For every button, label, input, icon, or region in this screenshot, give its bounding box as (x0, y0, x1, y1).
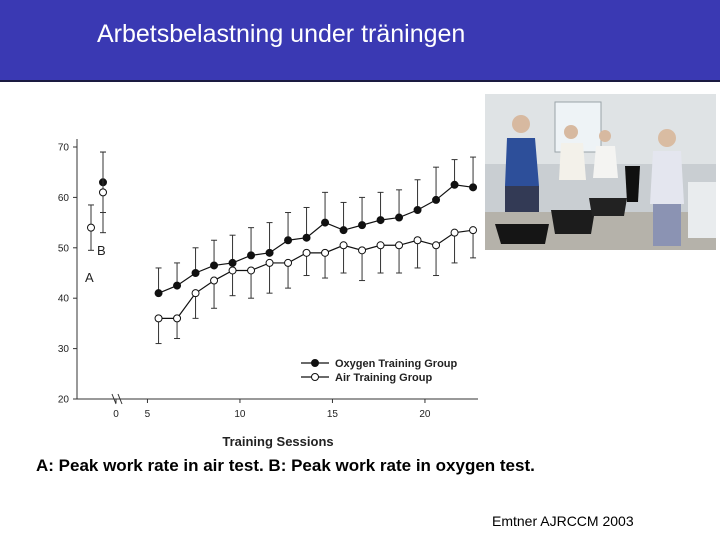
air-data-point (339, 241, 348, 250)
air-data-point (210, 276, 219, 285)
oxygen-data-point (191, 269, 200, 277)
exercise-photo (485, 94, 716, 250)
oxygen-data-point (173, 281, 182, 290)
oxygen-data-point (395, 213, 404, 222)
y-tick-label: 40 (58, 294, 70, 305)
oxygen-data-point (302, 233, 311, 242)
oxygen-data-point (339, 226, 348, 235)
oxygen-data-point (228, 258, 237, 267)
oxygen-data-point (450, 180, 459, 189)
oxygen-data-point (432, 195, 441, 204)
air-data-point (247, 266, 256, 275)
source-citation: Emtner AJRCCM 2003 (492, 513, 634, 529)
oxygen-data-point (469, 183, 478, 192)
axis-break-mark (117, 393, 123, 405)
oxygen-data-point (247, 251, 256, 260)
x-tick-label: 20 (419, 409, 431, 420)
x-tick-label: 15 (327, 409, 339, 420)
point-label-a: A (85, 270, 94, 285)
axis-break-mark (111, 393, 117, 405)
air-data-point (358, 246, 367, 255)
y-tick-label: 70 (58, 143, 70, 154)
x-tick-label: 10 (234, 409, 246, 420)
air-data-point (450, 228, 459, 237)
air-data-point (173, 314, 182, 323)
oxygen-data-point (321, 218, 330, 227)
legend-label: Oxygen Training Group (335, 358, 458, 370)
air-data-point (413, 236, 422, 245)
series-line (158, 229, 474, 319)
y-tick-label: 60 (58, 193, 70, 204)
x-tick-label: 5 (145, 409, 151, 420)
baseline-point (99, 188, 107, 197)
air-data-point (395, 241, 404, 250)
oxygen-data-point (154, 289, 163, 298)
oxygen-data-point (210, 261, 219, 270)
legend-marker (311, 373, 319, 381)
baseline-point (87, 223, 95, 232)
legend-label: Air Training Group (335, 372, 432, 384)
series-line (158, 184, 474, 294)
y-tick-label: 20 (58, 395, 70, 406)
figure-caption: A: Peak work rate in air test. B: Peak w… (36, 456, 535, 475)
y-tick-label: 50 (58, 243, 70, 254)
air-data-point (265, 258, 274, 267)
air-data-point (228, 266, 237, 275)
legend-marker (311, 359, 319, 367)
air-data-point (376, 241, 385, 250)
air-data-point (469, 226, 478, 235)
oxygen-data-point (358, 221, 367, 230)
peak-work-rate-chart: 20 30 40 50 60 70 0 5 10 15 20 Training Sessions AB O… (58, 139, 478, 449)
point-label-b: B (97, 243, 106, 258)
x-axis-label: Training Sessions (222, 434, 333, 449)
oxygen-data-point (413, 206, 422, 214)
air-data-point (191, 289, 200, 298)
air-data-point (321, 248, 330, 257)
slide-title: Arbetsbelastning under träningen (97, 20, 466, 48)
oxygen-data-point (284, 236, 293, 245)
x-tick-label: 0 (113, 409, 119, 420)
air-data-point (302, 248, 311, 257)
air-data-point (284, 258, 293, 267)
oxygen-data-point (376, 216, 385, 225)
y-tick-label: 30 (58, 344, 70, 355)
title-bar: Arbetsbelastning under träningen (0, 0, 720, 82)
air-data-point (432, 241, 441, 250)
oxygen-data-point (265, 248, 274, 257)
air-data-point (154, 314, 163, 323)
